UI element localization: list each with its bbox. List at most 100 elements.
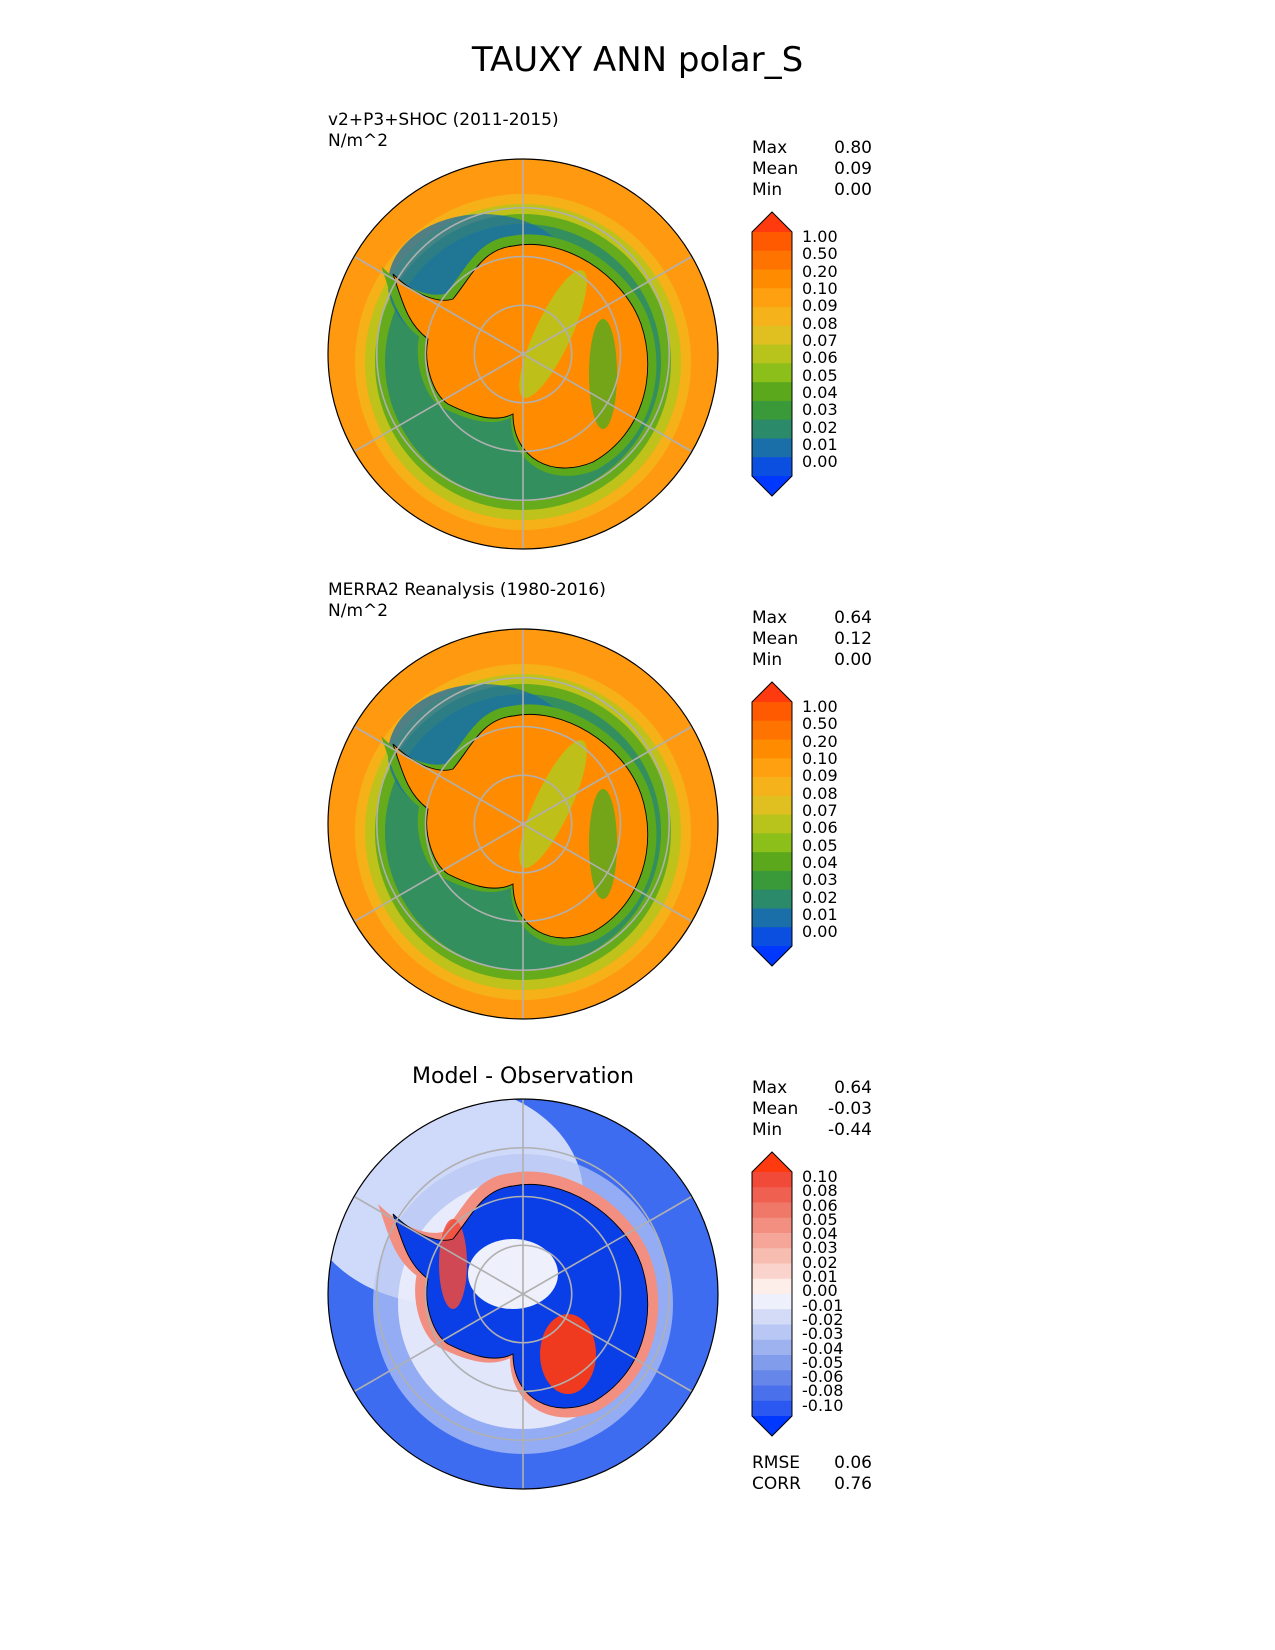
map-boundary	[327, 628, 719, 1020]
stat-label: Mean	[752, 629, 799, 649]
colorbar-segment	[752, 232, 792, 252]
colorbar-tick-label: -0.01	[802, 1295, 844, 1315]
colorbar-tick-label: 0.00	[802, 452, 838, 472]
meridian-line	[353, 255, 524, 355]
colorbar-segment	[752, 720, 792, 741]
colorbar-tick-label: 0.06	[802, 348, 838, 368]
colorbar-segment	[752, 833, 792, 853]
stat-min: 0.00	[834, 650, 872, 670]
colorbar-tick-label: 1.00	[802, 227, 838, 246]
colorbar-tick-label: 0.08	[802, 783, 838, 803]
meridian-line	[522, 725, 693, 825]
stat-label: Mean	[752, 1099, 799, 1119]
stat-mean: 0.12	[834, 629, 872, 649]
interior-band	[589, 319, 617, 429]
interior-band	[519, 270, 587, 398]
colorbar-segment	[752, 927, 792, 947]
panel-3-map	[327, 1098, 719, 1490]
stat-min: 0.00	[834, 180, 872, 200]
colorbar-extend-max	[752, 1152, 792, 1172]
colorbar-tick-label: -0.05	[802, 1352, 844, 1372]
colorbar-tick-label: 0.50	[802, 244, 838, 264]
interior-band	[589, 789, 617, 899]
colorbar-tick-label: -0.03	[802, 1324, 844, 1344]
coastline	[392, 244, 649, 469]
panel-3-colorbar	[751, 1151, 793, 1437]
stat-label: Min	[752, 1120, 783, 1140]
meridian-line	[522, 823, 693, 923]
panel-2-stats: Max 0.64 Mean 0.12 Min 0.00	[752, 608, 872, 671]
colorbar-tick-label: 0.03	[802, 400, 838, 420]
colorbar-tick-label: 0.05	[802, 835, 838, 855]
colorbar-tick-label: 0.10	[802, 748, 838, 768]
colorbar-segment	[752, 777, 792, 797]
colorbar-segment	[752, 457, 792, 477]
colorbar-segment	[752, 1248, 792, 1265]
colorbar-outline	[751, 211, 793, 497]
stat-label: Min	[752, 180, 783, 200]
panel-1-title: v2+P3+SHOC (2011-2015) N/m^2	[328, 110, 559, 152]
colorbar-segment	[752, 438, 792, 458]
colorbar-tick-label: -0.04	[802, 1338, 844, 1358]
meridian-line	[353, 725, 524, 825]
stat-label: Mean	[752, 159, 799, 179]
colorbar-segment	[752, 1370, 792, 1387]
colorbar-tick-label: 0.02	[802, 1252, 838, 1272]
positive-region	[540, 1314, 596, 1394]
colorbar-segment	[752, 1278, 792, 1295]
panel-3-extra-stats: RMSE 0.06 CORR 0.76	[752, 1453, 872, 1495]
panel-2-title: MERRA2 Reanalysis (1980-2016) N/m^2	[328, 580, 606, 622]
colorbar-extend-max	[752, 212, 792, 232]
colorbar-segment	[752, 325, 792, 346]
colorbar-tick-label: 0.04	[802, 382, 838, 402]
colorbar-segment	[752, 419, 792, 440]
colorbar-tick-label: 0.02	[802, 417, 838, 437]
colorbar-segment	[752, 852, 792, 872]
colorbar-tick-label: 0.03	[802, 870, 838, 890]
map-boundary	[327, 158, 719, 550]
colorbar-tick-label: -0.02	[802, 1309, 844, 1329]
stat-label: Max	[752, 138, 788, 158]
meridian-line	[353, 1195, 524, 1295]
meridian-line	[353, 823, 524, 923]
positive-region	[439, 1219, 467, 1309]
panel-2-title-line2: N/m^2	[328, 601, 389, 621]
colorbar-segment	[752, 795, 792, 816]
colorbar-tick-label: 0.50	[802, 714, 838, 734]
colorbar-segment	[752, 1294, 792, 1310]
colorbar-tick-label: 0.08	[802, 313, 838, 333]
colorbar-segment	[752, 269, 792, 289]
colorbar-segment	[752, 1339, 792, 1356]
colorbar-tick-label: 0.04	[802, 1224, 838, 1244]
colorbar-tick-label: -0.10	[802, 1395, 844, 1415]
colorbar-tick-label: 0.03	[802, 1238, 838, 1258]
stat-min: -0.44	[828, 1120, 872, 1140]
colorbar-segment	[752, 814, 792, 834]
panel-1-colorbar	[751, 211, 793, 497]
stat-corr: 0.76	[834, 1474, 872, 1494]
stat-max: 0.64	[834, 608, 872, 628]
colorbar-tick-label: 0.10	[802, 278, 838, 298]
stat-label: RMSE	[752, 1453, 801, 1473]
colorbar-tick-label: 0.01	[802, 1267, 838, 1287]
colorbar-tick-label: 0.02	[802, 887, 838, 907]
colorbar-segment	[752, 1400, 792, 1417]
colorbar-segment	[752, 870, 792, 891]
colorbar-tick-label: 0.09	[802, 766, 838, 786]
coastline	[392, 1184, 649, 1409]
colorbar-segment	[752, 1385, 792, 1402]
colorbar-segment	[752, 400, 792, 421]
colorbar-tick-label: 0.09	[802, 296, 838, 316]
colorbar-tick-label: -0.06	[802, 1367, 844, 1387]
colorbar-tick-label: 0.01	[802, 434, 838, 454]
colorbar-extend-min	[752, 946, 792, 966]
colorbar-tick-label: 0.07	[802, 330, 838, 350]
stat-max: 0.80	[834, 138, 872, 158]
colorbar-tick-label: 0.20	[802, 731, 838, 751]
panel-2-colorbar	[751, 681, 793, 967]
colorbar-segment	[752, 1355, 792, 1371]
colorbar-outline	[751, 681, 793, 967]
colorbar-tick-label: 0.05	[802, 365, 838, 385]
figure-title: TAUXY ANN polar_S	[471, 40, 804, 80]
colorbar-tick-label: 0.06	[802, 818, 838, 838]
